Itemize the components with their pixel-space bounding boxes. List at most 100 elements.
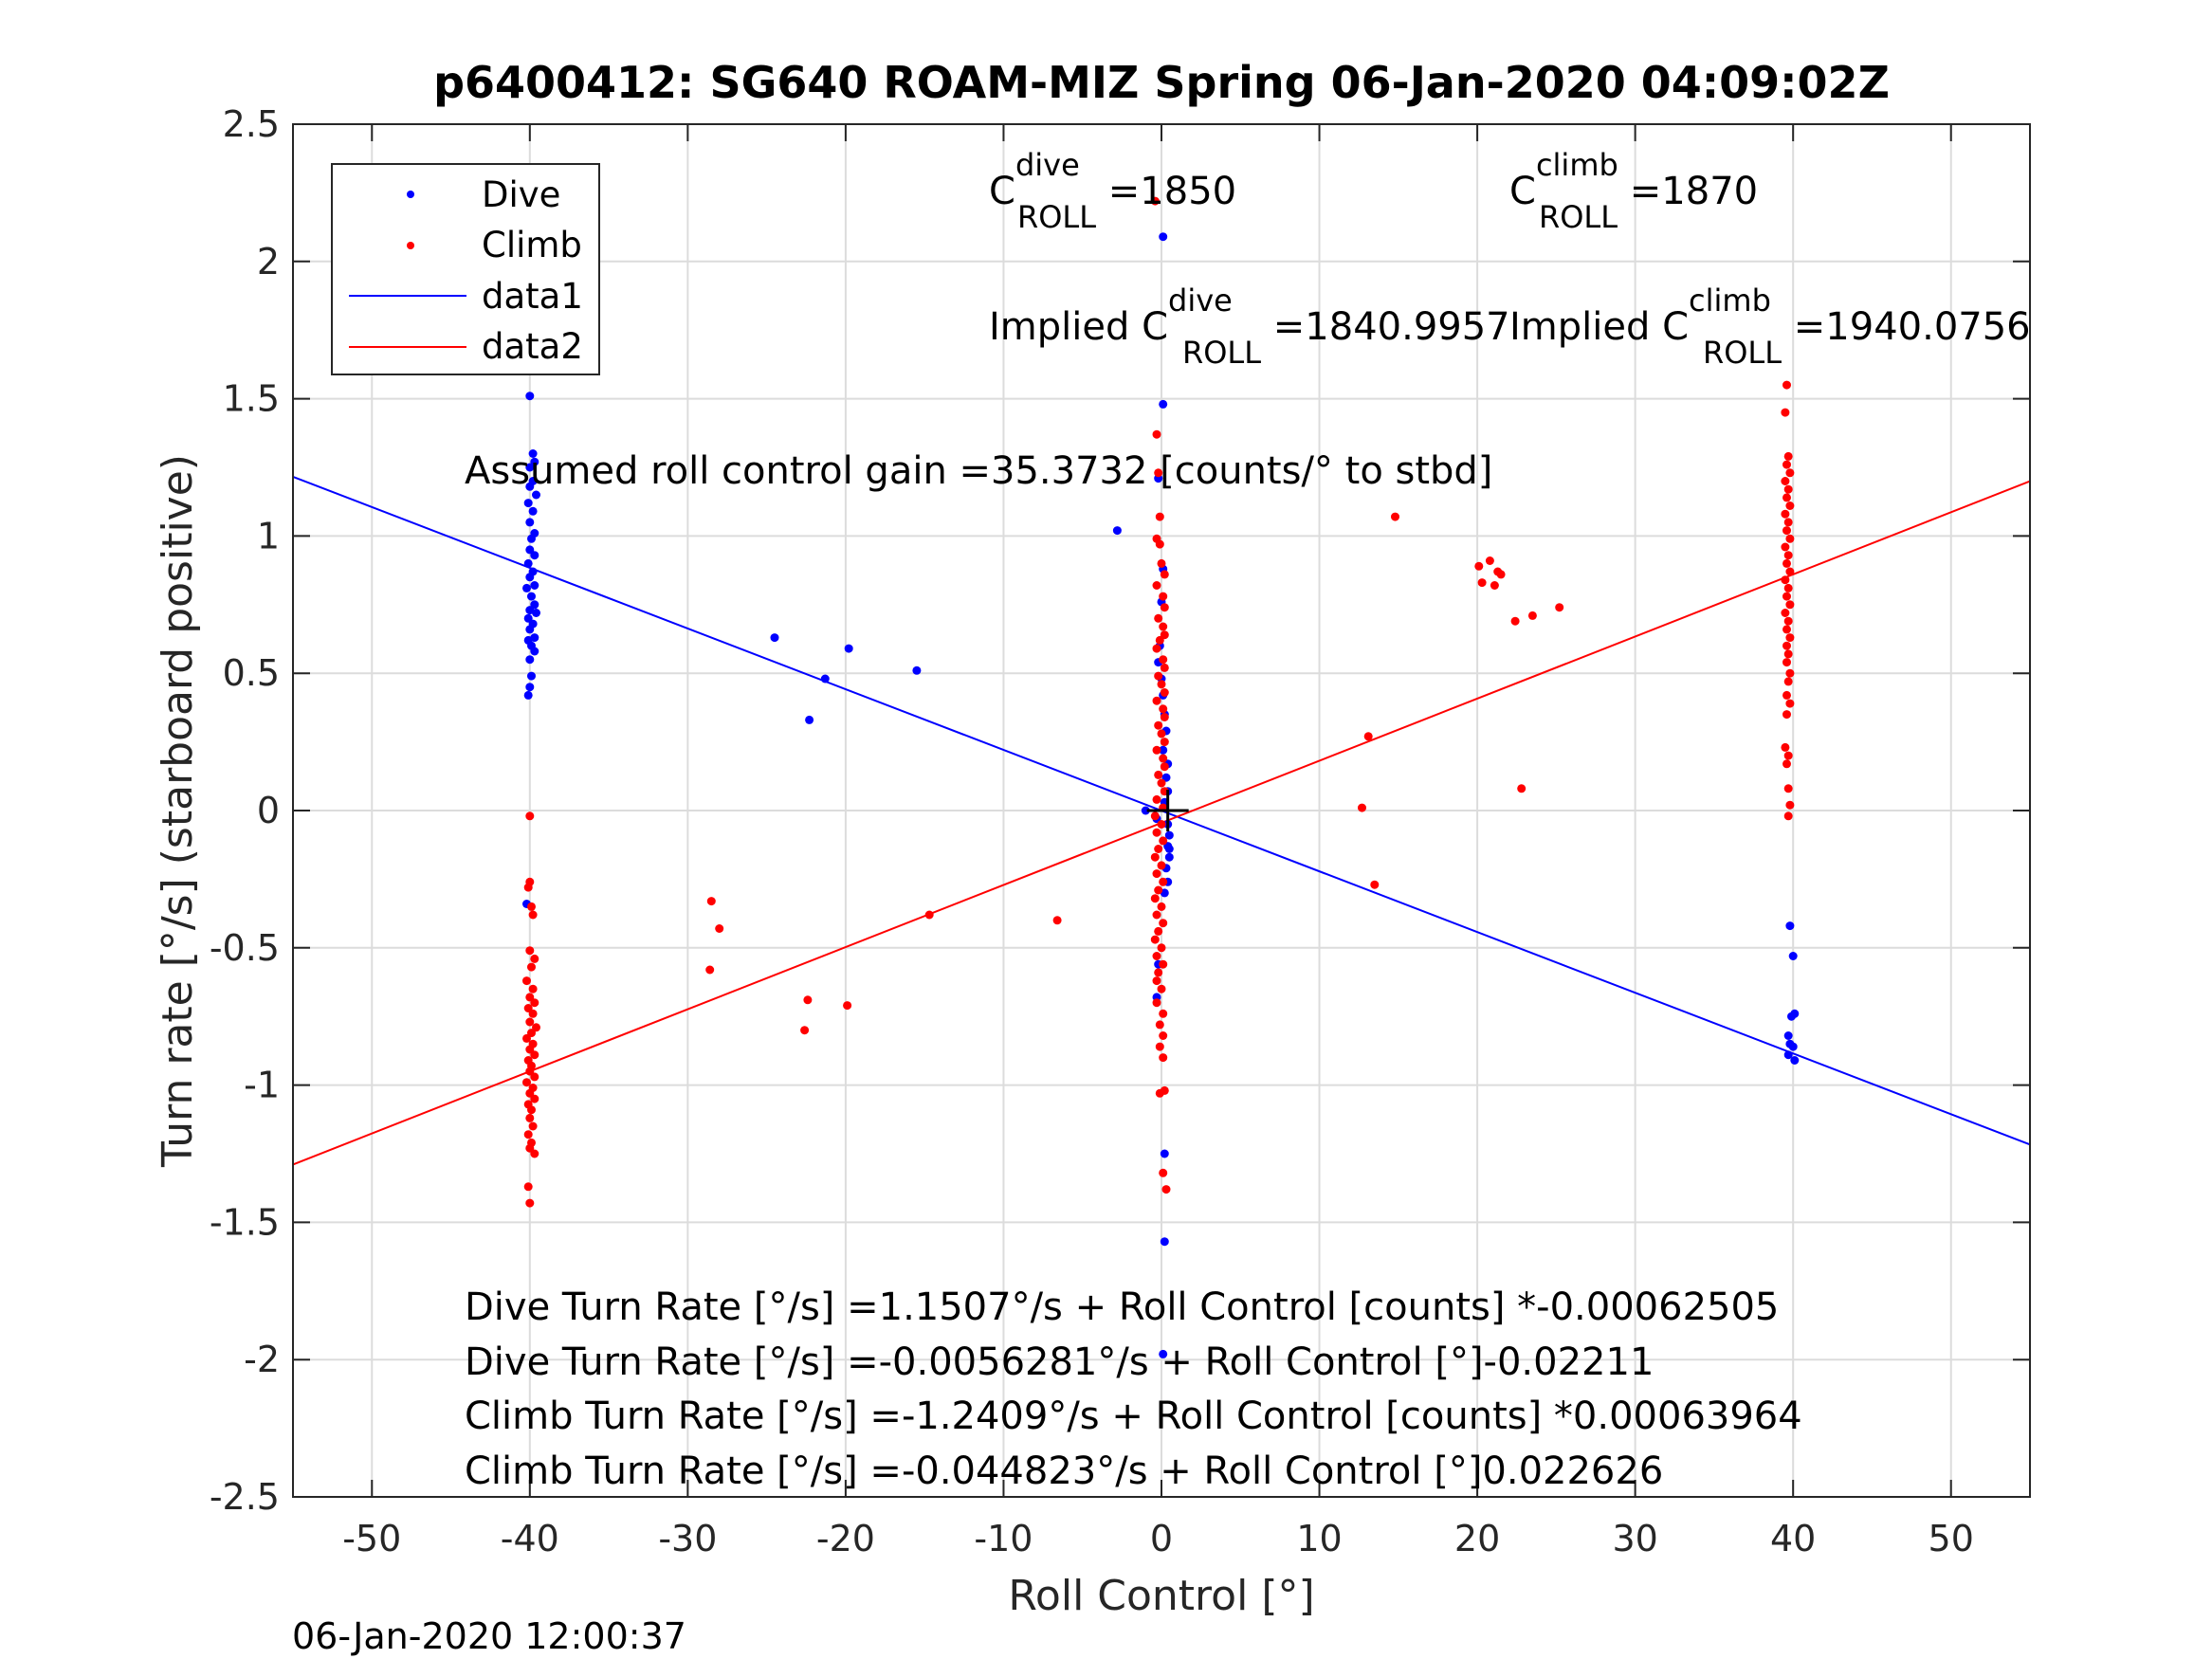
point-climb bbox=[1159, 919, 1168, 928]
point-dive bbox=[522, 583, 531, 592]
y-axis-label: Turn rate [°/s] (starboard positive) bbox=[154, 454, 202, 1168]
point-climb bbox=[1781, 408, 1790, 417]
point-climb bbox=[1781, 509, 1790, 519]
point-climb bbox=[1160, 1085, 1169, 1095]
x-tick-label: 0 bbox=[1150, 1518, 1173, 1559]
point-climb bbox=[1782, 625, 1791, 634]
point-climb bbox=[1152, 910, 1161, 920]
point-climb bbox=[1783, 551, 1793, 560]
point-dive bbox=[525, 655, 535, 665]
point-climb bbox=[1159, 1053, 1168, 1063]
point-climb bbox=[1783, 451, 1793, 461]
dive-equation-counts: Dive Turn Rate [°/s] =1.1507°/s + Roll C… bbox=[465, 1285, 1779, 1329]
point-climb bbox=[1517, 784, 1526, 793]
point-climb bbox=[1155, 1042, 1164, 1051]
point-climb bbox=[1154, 926, 1163, 936]
point-climb bbox=[1474, 561, 1484, 571]
point-climb bbox=[1782, 710, 1791, 720]
point-dive bbox=[1159, 399, 1168, 409]
point-climb bbox=[1155, 1020, 1164, 1030]
y-tick-label: 2.5 bbox=[223, 103, 280, 145]
point-climb bbox=[1785, 468, 1795, 478]
point-dive bbox=[844, 644, 853, 653]
point-climb bbox=[1782, 658, 1791, 667]
point-climb bbox=[1159, 622, 1168, 631]
point-climb bbox=[1152, 998, 1161, 1008]
point-climb bbox=[800, 1026, 810, 1035]
c-roll-climb-annotation: Cclimb ROLL =1870 bbox=[1509, 147, 1758, 235]
point-climb bbox=[1783, 583, 1793, 592]
point-dive bbox=[525, 573, 535, 582]
point-climb bbox=[1490, 581, 1499, 590]
point-climb bbox=[1783, 649, 1793, 659]
point-climb bbox=[1150, 196, 1160, 206]
point-dive bbox=[532, 490, 540, 500]
point-climb bbox=[1152, 952, 1161, 960]
point-dive bbox=[525, 518, 535, 527]
y-tick-label: 0.5 bbox=[223, 652, 280, 694]
point-climb bbox=[528, 910, 538, 920]
legend-climb-label: Climb bbox=[482, 225, 582, 265]
point-climb bbox=[1159, 754, 1168, 763]
point-dive bbox=[523, 499, 533, 508]
point-climb bbox=[1358, 803, 1366, 812]
climb-equation-degrees: Climb Turn Rate [°/s] =-0.044823°/s + Ro… bbox=[465, 1449, 1663, 1493]
x-axis-label: Roll Control [°] bbox=[1008, 1572, 1314, 1620]
x-tick-label: 50 bbox=[1929, 1518, 1974, 1559]
point-climb bbox=[525, 1017, 535, 1027]
point-climb bbox=[1157, 778, 1166, 788]
x-tick-label: -30 bbox=[658, 1518, 717, 1559]
point-climb bbox=[1555, 603, 1564, 612]
y-tick-label: 1.5 bbox=[223, 378, 280, 420]
point-climb bbox=[1160, 603, 1169, 612]
y-tick-label: 2 bbox=[257, 241, 280, 283]
axis-ticks: -50 -40 -30 -20 -10 0 10 20 30 40 50-2.5-2-1.5-1-0… bbox=[210, 103, 2030, 1559]
point-climb bbox=[1782, 460, 1791, 469]
point-dive bbox=[527, 592, 536, 601]
point-climb bbox=[1154, 468, 1163, 478]
point-climb bbox=[1785, 633, 1795, 643]
point-climb bbox=[523, 1130, 533, 1139]
point-dive bbox=[523, 690, 533, 700]
point-climb bbox=[1160, 713, 1169, 721]
point-climb bbox=[1783, 518, 1793, 527]
y-tick-label: -1 bbox=[244, 1065, 280, 1106]
point-climb bbox=[1159, 1009, 1168, 1018]
x-tick-label: 20 bbox=[1454, 1518, 1500, 1559]
point-climb bbox=[1159, 959, 1168, 969]
point-dive bbox=[525, 683, 535, 692]
point-climb bbox=[1785, 501, 1795, 510]
legend-box bbox=[331, 163, 600, 375]
point-climb bbox=[706, 897, 716, 906]
point-climb bbox=[1477, 578, 1487, 588]
dive-equation-degrees: Dive Turn Rate [°/s] =-0.0056281°/s + Ro… bbox=[465, 1340, 1654, 1384]
point-climb bbox=[525, 946, 535, 956]
chart-title: p6400412: SG640 ROAM-MIZ Spring 06-Jan-2… bbox=[433, 57, 1890, 108]
point-climb bbox=[1157, 902, 1166, 911]
legend-climb-marker bbox=[407, 242, 414, 249]
point-climb bbox=[522, 1078, 531, 1087]
point-climb bbox=[1785, 600, 1795, 610]
point-climb bbox=[530, 1050, 539, 1060]
point-climb bbox=[1154, 720, 1163, 730]
point-climb bbox=[1783, 677, 1793, 686]
point-climb bbox=[1782, 558, 1791, 568]
point-climb bbox=[530, 954, 539, 963]
point-dive bbox=[1788, 1042, 1798, 1051]
point-climb bbox=[1150, 852, 1160, 862]
x-tick-label: -20 bbox=[816, 1518, 875, 1559]
point-climb bbox=[1161, 1185, 1171, 1194]
point-climb bbox=[1783, 484, 1793, 494]
point-dive bbox=[1164, 852, 1174, 862]
legend-data1-label: data1 bbox=[482, 276, 583, 317]
point-climb bbox=[1154, 845, 1163, 853]
y-tick-label: -0.5 bbox=[210, 927, 280, 969]
x-tick-label: 30 bbox=[1612, 1518, 1657, 1559]
point-climb bbox=[1155, 512, 1164, 521]
point-dive bbox=[528, 506, 538, 516]
x-tick-label: 10 bbox=[1296, 1518, 1342, 1559]
point-climb bbox=[1785, 800, 1795, 810]
point-climb bbox=[1150, 935, 1160, 944]
point-dive bbox=[527, 671, 536, 681]
